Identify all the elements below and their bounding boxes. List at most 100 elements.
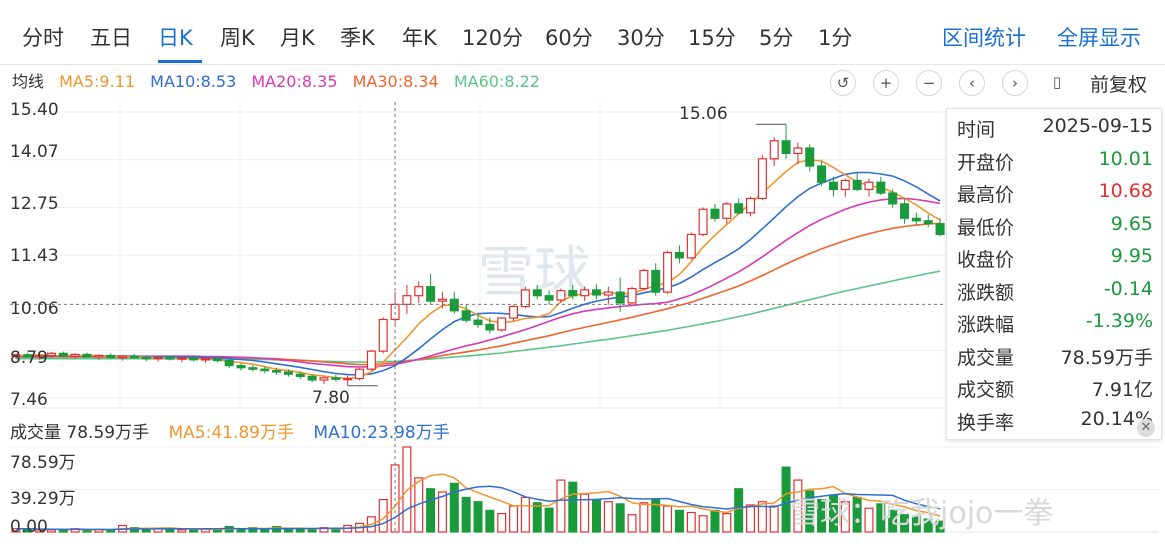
undo-icon[interactable]: ↺ [830, 70, 856, 96]
price-tick-746: 7.46 [10, 390, 48, 410]
candle-body [769, 140, 779, 160]
tab-0[interactable]: 分时 [22, 26, 64, 50]
volume-bar [710, 509, 720, 533]
period-tabs: 分时 五日 日K 周K 月K 季K 年K 120分 60分 30分 15分 5分 1分 区间统计 全屏显… [0, 0, 1165, 70]
info-row-8: 成交额 7.91亿 [957, 375, 1153, 401]
volume-bar [426, 488, 436, 533]
tab-2[interactable]: 日K [158, 26, 193, 50]
candle-body [710, 208, 720, 219]
volume-bar [734, 488, 744, 533]
candle-body [686, 233, 696, 259]
ma5-legend: MA5:9.11 [59, 72, 136, 91]
volume-bar [497, 513, 507, 533]
volume-legend: 成交量 78.59万手 MA5:41.89万手 MA10:23.98万手 [10, 418, 464, 443]
candle-body [378, 318, 388, 352]
volume-bar [449, 482, 459, 533]
volume-bar [793, 479, 803, 533]
tab-12[interactable]: 1分 [818, 26, 853, 50]
volume-bar [532, 502, 542, 533]
candle-body [532, 289, 542, 297]
candle-body [283, 371, 293, 375]
volume-bar [663, 505, 673, 533]
volume-bar [544, 507, 554, 533]
info-value: 20.14% [1080, 407, 1153, 430]
candle-body [58, 352, 68, 357]
candle-body [35, 354, 45, 358]
tab-1[interactable]: 五日 [90, 26, 132, 50]
volume-legend-total: 成交量 78.59万手 [10, 423, 150, 443]
candle-body [331, 377, 341, 380]
candle-body [23, 354, 33, 358]
candle-body [46, 352, 56, 357]
candle-body [876, 181, 886, 194]
volume-bar [260, 529, 270, 533]
tab-11[interactable]: 5分 [759, 26, 794, 50]
candle-body [852, 179, 862, 191]
candle-body [248, 367, 258, 370]
volume-tick-zero: 0.00 [10, 517, 48, 537]
candle-body [11, 354, 21, 357]
info-row-2: 最高价 10.68 [957, 180, 1153, 206]
info-row-6: 涨跌幅 -1.39% [957, 310, 1153, 336]
tab-10[interactable]: 15分 [688, 26, 736, 50]
volume-bar [189, 529, 199, 533]
candle-body [757, 158, 767, 200]
candle-body [212, 358, 222, 362]
tab-3[interactable]: 周K [220, 26, 255, 50]
price-tick-1540: 15.40 [10, 100, 59, 120]
candle-body [129, 355, 139, 359]
tab-9[interactable]: 30分 [617, 26, 665, 50]
candle-body [935, 223, 945, 236]
info-row-5: 涨跌额 -0.14 [957, 278, 1153, 304]
tab-8[interactable]: 60分 [545, 26, 593, 50]
info-value: -1.39% [1085, 310, 1153, 332]
close-icon[interactable]: ✕ [1137, 419, 1155, 437]
tab-6[interactable]: 年K [402, 26, 437, 50]
tab-5[interactable]: 季K [340, 26, 375, 50]
chart-overlay [10, 102, 946, 532]
info-row-0: 时间 2025-09-15 [957, 115, 1153, 141]
volume-bar [935, 520, 945, 533]
volume-bar [817, 498, 827, 533]
candle-body [698, 208, 708, 236]
volume-bar [876, 503, 886, 533]
candle-body [805, 147, 815, 167]
candle-body [236, 364, 246, 369]
volume-bar [177, 529, 187, 533]
volume-bar [911, 515, 921, 533]
info-row-1: 开盘价 10.01 [957, 148, 1153, 174]
volume-bar [840, 501, 850, 533]
price-tick-1143: 11.43 [10, 246, 59, 266]
volume-bars [11, 446, 945, 533]
candle-body [722, 203, 732, 219]
volume-bar [58, 529, 68, 533]
candle-icon[interactable]: ▯ [1045, 70, 1069, 94]
zoom-in-icon[interactable]: + [873, 70, 899, 96]
volume-bar [509, 505, 519, 533]
candle-body [568, 290, 578, 297]
tab-7[interactable]: 120分 [462, 26, 524, 50]
ma20-line [15, 197, 941, 368]
info-label: 成交量 [957, 346, 1015, 369]
candle-body [745, 197, 756, 214]
price-tick-1275: 12.75 [10, 194, 59, 214]
arrow-left-icon[interactable]: ‹ [959, 70, 985, 96]
arrow-right-icon[interactable]: › [1002, 70, 1028, 96]
volume-bar [473, 501, 483, 533]
volume-bar [568, 481, 578, 533]
ma60-legend: MA60:8.22 [453, 72, 540, 91]
tab-4[interactable]: 月K [280, 26, 315, 50]
volume-ma5-line [15, 473, 941, 531]
volume-ma-lines [15, 473, 941, 531]
volume-legend-ma5: MA5:41.89万手 [168, 423, 294, 443]
fullscreen-button[interactable]: 全屏显示 [1057, 26, 1141, 50]
adjust-mode-selector[interactable]: 前复权 [1090, 74, 1148, 96]
interval-stats-button[interactable]: 区间统计 [942, 26, 1026, 50]
info-value: 2025-09-15 [1042, 115, 1153, 137]
candle-body [485, 323, 495, 331]
candle-body [461, 310, 471, 321]
volume-bar [686, 511, 696, 533]
candle-body [888, 192, 898, 205]
zoom-out-icon[interactable]: − [916, 70, 942, 96]
candle-body [106, 354, 116, 359]
